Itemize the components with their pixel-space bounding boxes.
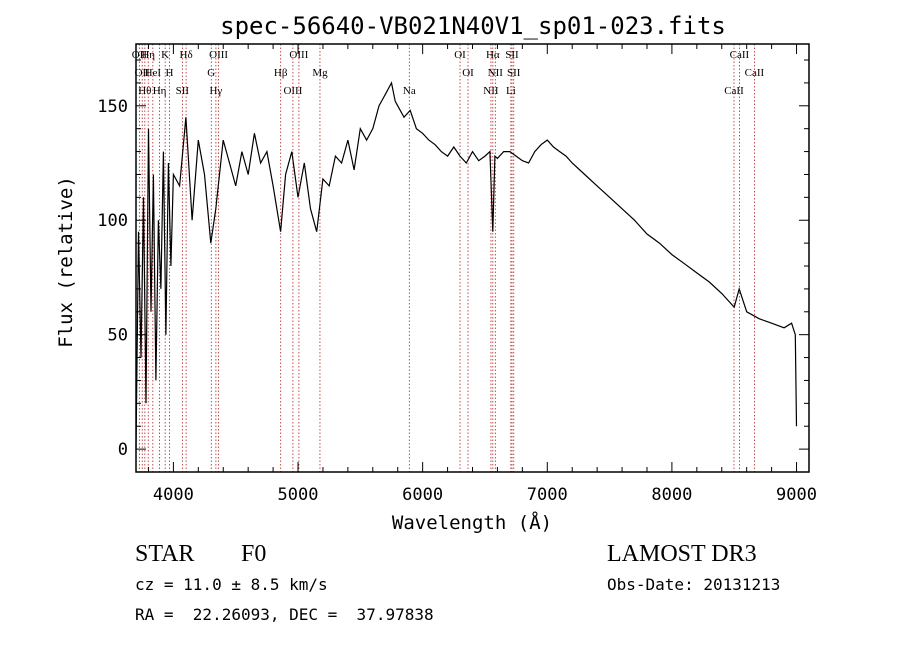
line-label-na: Na (403, 85, 416, 97)
line-label-nii: NII (488, 67, 504, 79)
spectral-line-labels: OIIOIIHθHηHeIHηKHSIIHδGHγOIIIHβOIIIOIIIM… (132, 49, 765, 97)
y-axis-ticks: 0 50 100 150 (97, 59, 809, 473)
y-tick-label: 100 (97, 211, 128, 231)
y-axis-label: Flux (relative) (55, 176, 77, 348)
line-label-caii: CaII (730, 49, 750, 61)
y-tick-label: 150 (97, 97, 128, 117)
x-tick-label: 5000 (278, 485, 319, 505)
line-label-hβ: Hβ (274, 67, 288, 79)
line-label-oiii: OIII (209, 49, 228, 61)
line-label-mg: Mg (312, 67, 328, 79)
x-tick-label: 4000 (153, 485, 194, 505)
y-tick-label: 50 (108, 326, 128, 346)
line-label-g: G (207, 67, 215, 79)
line-label-oi: OI (462, 67, 474, 79)
line-label-oi: OI (454, 49, 466, 61)
line-label-hδ: Hδ (180, 49, 193, 61)
x-tick-label: 6000 (402, 485, 443, 505)
line-label-hη: Hη (153, 85, 167, 97)
line-label-caii: CaII (724, 85, 744, 97)
line-label-hη: Hη (141, 49, 155, 61)
line-label-oiii: OIII (283, 85, 302, 97)
line-label-hγ: Hγ (209, 85, 222, 97)
line-label-nii: NII (483, 85, 499, 97)
line-label-sii: SII (507, 67, 521, 79)
line-label-caii: CaII (745, 67, 765, 79)
coordinates-readout: RA = 22.26093, DEC = 37.97838 (135, 605, 434, 624)
x-tick-label: 7000 (527, 485, 568, 505)
y-tick-label: 0 (118, 440, 128, 460)
x-tick-label: 9000 (776, 485, 817, 505)
line-label-oiii: OIII (289, 49, 308, 61)
plot-frame (135, 43, 810, 473)
spectrum-line (135, 81, 798, 450)
line-label-li: Li (506, 85, 516, 97)
line-label-sii: SII (505, 49, 519, 61)
x-axis-ticks: 4000 5000 6000 7000 8000 9000 (147, 44, 817, 505)
chart-title: spec-56640-VB021N40V1_sp01-023.fits (220, 12, 726, 40)
x-tick-label: 8000 (651, 485, 692, 505)
x-axis-label: Wavelength (Å) (392, 511, 552, 534)
line-label-sii: SII (176, 85, 190, 97)
observation-date: Obs-Date: 20131213 (607, 575, 780, 594)
line-label-hα: Hα (486, 49, 500, 61)
spectral-subclass: F0 (241, 541, 266, 567)
survey-name: LAMOST DR3 (607, 541, 757, 567)
redshift-readout: cz = 11.0 ± 8.5 km/s (135, 575, 328, 594)
spectral-line-markers (138, 44, 755, 472)
line-label-oii: OII (135, 67, 151, 79)
line-label-k: K (161, 49, 169, 61)
object-class: STAR (135, 541, 194, 567)
line-label-h: H (166, 67, 174, 79)
line-label-hθ: Hθ (138, 85, 151, 97)
line-label-hei: HeI (145, 67, 162, 79)
